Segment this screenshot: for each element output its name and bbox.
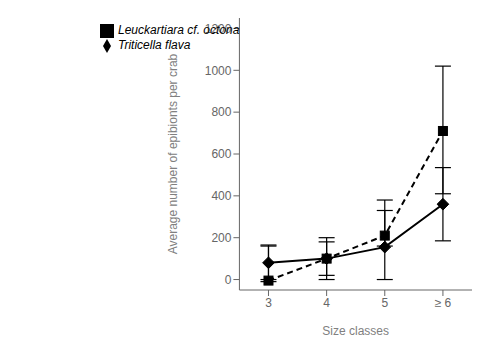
svg-text:0: 0 [225,273,232,287]
svg-text:1000: 1000 [205,64,232,78]
svg-text:3: 3 [265,296,272,310]
svg-text:800: 800 [211,105,231,119]
svg-text:400: 400 [211,189,231,203]
svg-text:600: 600 [211,147,231,161]
svg-text:Average number of epibionts pe: Average number of epibionts per crab [166,53,180,254]
svg-text:1200: 1200 [205,22,232,36]
svg-text:Size classes: Size classes [322,324,389,338]
svg-text:≥ 6: ≥ 6 [435,296,452,310]
svg-text:5: 5 [381,296,388,310]
svg-text:4: 4 [323,296,330,310]
svg-text:200: 200 [211,231,231,245]
